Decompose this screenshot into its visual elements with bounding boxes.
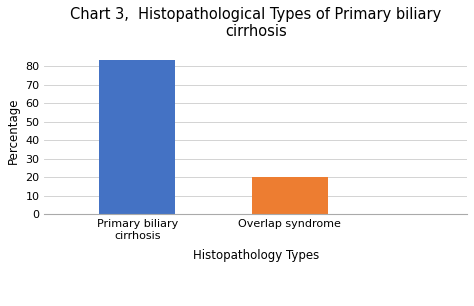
Bar (100, 60, 175, 214)
Legend: Column1, Column2, Column3: Column1, Column2, Column3 (146, 303, 365, 306)
Bar (252, 177, 328, 214)
Title: Chart 3,  Histopathological Types of Primary biliary
cirrhosis: Chart 3, Histopathological Types of Prim… (70, 7, 441, 39)
X-axis label: Histopathology Types: Histopathology Types (192, 249, 319, 262)
Y-axis label: Percentage: Percentage (7, 98, 20, 164)
